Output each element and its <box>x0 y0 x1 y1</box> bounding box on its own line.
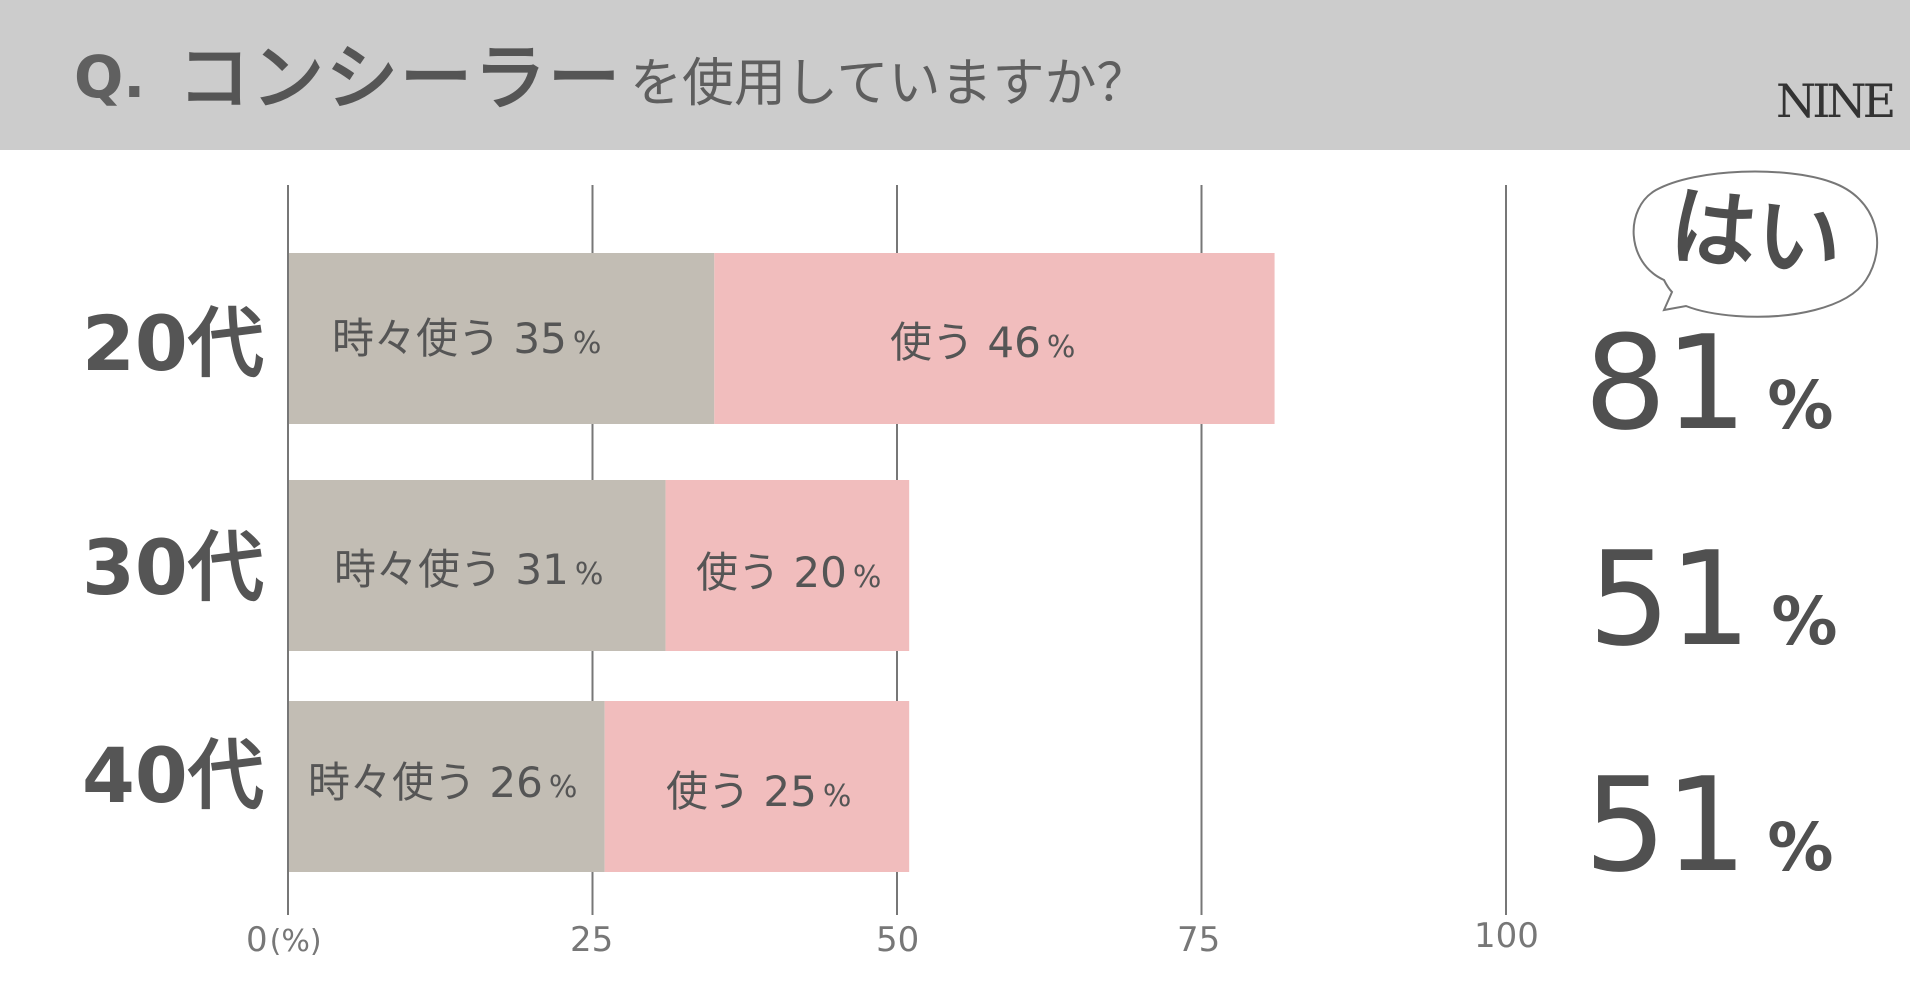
x-tick-50: 50 <box>876 920 920 960</box>
bar-label-20s-uses: 使う 46% <box>890 318 1075 373</box>
x-axis-unit: (%) <box>269 924 322 959</box>
bar-label-40s-sometimes: 時々使う 26% <box>308 758 577 813</box>
series-name-uses: 使う <box>696 548 781 597</box>
x-tick-75: 75 <box>1177 920 1221 960</box>
x-tick-0-value: 0 <box>246 920 268 960</box>
series-name-sometimes: 時々使う <box>332 314 501 363</box>
speech-bubble-icon <box>1632 170 1879 318</box>
data-label-value: 25 <box>763 767 817 816</box>
series-name-sometimes: 時々使う <box>308 758 477 807</box>
bar-20s-sometimes <box>288 253 715 424</box>
percent-sign: % <box>1771 583 1838 660</box>
percent-sign: % <box>572 326 602 361</box>
x-tick-100: 100 <box>1474 916 1539 956</box>
data-label-value: 26 <box>489 758 543 807</box>
question-subject: コンシーラー <box>178 36 623 120</box>
data-label-value: 35 <box>513 314 567 363</box>
bar-label-20s-sometimes: 時々使う 35% <box>332 314 601 369</box>
total-20s-value: 81 <box>1584 307 1747 459</box>
percent-sign: % <box>1046 330 1076 365</box>
category-label-20s: 20代 <box>82 299 264 388</box>
data-label-value: 46 <box>987 318 1041 367</box>
bar-30s-sometimes <box>288 480 666 651</box>
category-label-40s: 40代 <box>82 731 264 820</box>
bar-40s-sometimes <box>288 701 605 872</box>
percent-sign: % <box>1767 809 1834 886</box>
x-tick-25: 25 <box>570 920 614 960</box>
data-label-value: 20 <box>793 548 847 597</box>
total-30s-value: 51 <box>1588 523 1751 675</box>
percent-sign: % <box>574 557 604 592</box>
question-text: を使用していますか？ <box>630 54 1149 114</box>
series-name-sometimes: 時々使う <box>334 545 503 594</box>
bar-label-30s-uses: 使う 20% <box>696 548 881 603</box>
percent-sign: % <box>822 779 852 814</box>
bar-40s-uses <box>604 701 910 872</box>
series-name-uses: 使う <box>890 318 975 367</box>
percent-sign: % <box>852 560 882 595</box>
total-20s: 81% <box>1584 318 1834 448</box>
total-40s: 51% <box>1584 760 1834 890</box>
brand-logo: NINE <box>1776 74 1896 128</box>
percent-sign: % <box>548 770 578 805</box>
percent-sign: % <box>1767 367 1834 444</box>
total-30s: 51% <box>1588 534 1838 664</box>
yes-label: はい <box>1665 176 1847 294</box>
bar-20s-uses <box>714 253 1275 424</box>
total-40s-value: 51 <box>1584 749 1747 901</box>
bar-label-40s-uses: 使う 25% <box>666 767 851 822</box>
bar-label-30s-sometimes: 時々使う 31% <box>334 545 603 600</box>
category-label-30s: 30代 <box>82 523 264 612</box>
data-label-value: 31 <box>515 545 569 594</box>
series-name-uses: 使う <box>666 767 751 816</box>
bar-30s-uses <box>665 480 910 651</box>
x-tick-0: 0(%) <box>246 920 322 962</box>
header-bar: Q. コンシーラー を使用していますか？ NINE <box>0 0 1910 150</box>
question-prefix: Q. <box>74 43 146 111</box>
